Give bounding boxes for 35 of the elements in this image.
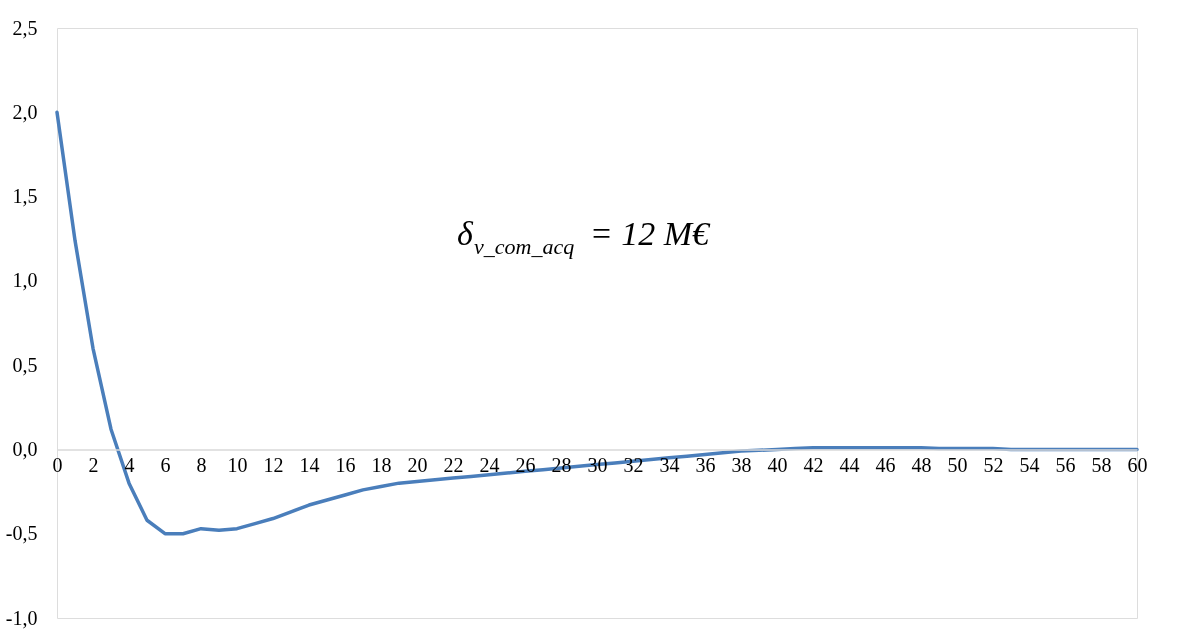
x-tick-label: 8	[196, 453, 207, 476]
y-tick-label: 1,5	[12, 185, 38, 208]
x-tick-label: 48	[911, 453, 932, 476]
x-tick-label: 12	[263, 453, 284, 476]
y-tick-label: 0,5	[12, 353, 38, 376]
x-tick-label: 18	[371, 453, 392, 476]
y-tick-label: -0,5	[5, 522, 38, 545]
x-tick-label: 50	[947, 453, 968, 476]
y-tick-label: 0,0	[12, 437, 38, 460]
x-tick-label: 10	[227, 453, 248, 476]
x-tick-label: 14	[299, 453, 320, 476]
x-tick-label: 46	[875, 453, 896, 476]
x-tick-label: 4	[124, 453, 135, 476]
x-tick-label: 56	[1055, 453, 1076, 476]
x-tick-label: 20	[407, 453, 428, 476]
x-tick-label: 0	[52, 453, 63, 476]
x-tick-label: 34	[659, 453, 680, 476]
x-tick-label: 16	[335, 453, 356, 476]
x-tick-label: 60	[1127, 453, 1148, 476]
x-tick-label: 54	[1019, 453, 1040, 476]
x-tick-label: 44	[839, 453, 860, 476]
x-tick-label: 40	[767, 453, 788, 476]
x-tick-label: 22	[443, 453, 464, 476]
y-tick-label: 1,0	[12, 269, 38, 292]
y-tick-label: -1,0	[5, 606, 38, 629]
x-tick-label: 6	[160, 453, 171, 476]
x-tick-label: 58	[1091, 453, 1112, 476]
x-tick-label: 24	[479, 453, 500, 476]
x-tick-label: 38	[731, 453, 752, 476]
y-tick-label: 2,0	[12, 100, 38, 123]
y-tick-label: 2,5	[12, 16, 38, 39]
x-tick-label: 42	[803, 453, 824, 476]
x-tick-label: 2	[88, 453, 99, 476]
x-tick-label: 52	[983, 453, 1004, 476]
x-tick-label: 36	[695, 453, 716, 476]
